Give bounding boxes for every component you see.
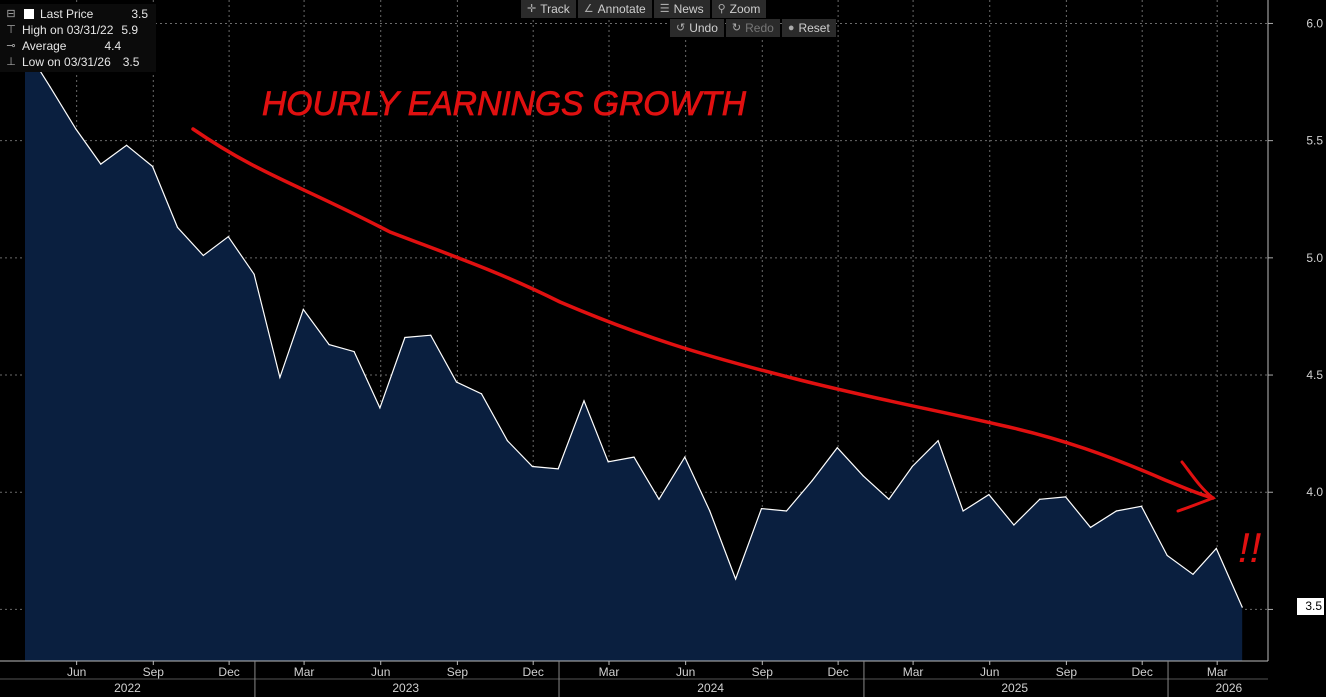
magnifier-icon: ⚲: [717, 3, 726, 15]
undo-button[interactable]: ↺ Undo: [670, 19, 724, 37]
y-axis: 3.5 4.0 4.5 5.0 5.5 6.0: [1268, 16, 1323, 616]
series-line: [24, 46, 1243, 608]
annotation-text: HOURLY EARNINGS GROWTH: [262, 85, 746, 123]
collapse-icon[interactable]: ⊟: [6, 8, 16, 20]
legend-low: ⊥ Low on 03/31/26 3.5: [4, 54, 148, 70]
last-value-badge: 3.5: [1297, 598, 1324, 615]
reset-icon: ●: [787, 22, 795, 34]
legend-last-price[interactable]: ⊟ Last Price 3.5: [4, 6, 148, 22]
y-tick-label: 6.0: [1306, 16, 1323, 30]
reset-button[interactable]: ● Reset: [781, 19, 836, 37]
x-tick-label: Dec: [1132, 665, 1153, 679]
x-tick-label: Jun: [980, 665, 999, 679]
x-tick-label: Jun: [371, 665, 390, 679]
x-tick-label: Sep: [447, 665, 469, 679]
y-tick-label: 4.5: [1306, 368, 1323, 382]
x-year-label: 2026: [1215, 681, 1242, 695]
x-tick-label: Sep: [143, 665, 165, 679]
x-tick-label: Mar: [903, 665, 924, 679]
low-marker-icon: ⊥: [6, 56, 16, 68]
redo-button[interactable]: ↻ Redo: [725, 19, 780, 37]
x-tick-label: Mar: [599, 665, 620, 679]
arrow-head: [1176, 460, 1217, 513]
undo-icon: ↺: [676, 22, 686, 34]
x-year-label: 2025: [1001, 681, 1028, 695]
high-marker-icon: ⊤: [6, 24, 16, 36]
annotate-button[interactable]: ∠ Annotate: [577, 0, 652, 18]
x-year-label: 2024: [697, 681, 724, 695]
news-icon: ☰: [659, 3, 670, 15]
x-tick-label: Dec: [218, 665, 239, 679]
x-tick-label: Dec: [827, 665, 848, 679]
y-tick-label: 4.0: [1306, 485, 1323, 499]
y-tick-label: 5.0: [1306, 251, 1323, 265]
history-toolbar: ↺ Undo ↻ Redo ● Reset: [670, 19, 836, 37]
legend-average: ⊸ Average 4.4: [4, 38, 148, 54]
legend: ⊟ Last Price 3.5 ⊤ High on 03/31/22 5.9 …: [0, 4, 157, 72]
average-marker-icon: ⊸: [6, 40, 16, 52]
redo-icon: ↻: [731, 22, 742, 34]
news-button[interactable]: ☰ News: [653, 0, 710, 18]
y-tick-label: 5.5: [1306, 134, 1323, 148]
trend-arrow: [191, 127, 1215, 500]
crosshair-icon: ✛: [527, 3, 537, 15]
x-year-label: 2023: [392, 681, 419, 695]
pencil-icon: ∠: [583, 3, 594, 15]
series-area: [24, 46, 1243, 661]
x-year-label: 2022: [114, 681, 141, 695]
zoom-button[interactable]: ⚲ Zoom: [711, 0, 767, 18]
x-tick-label: Dec: [523, 665, 544, 679]
x-tick-label: Mar: [294, 665, 315, 679]
x-tick-label: Sep: [752, 665, 774, 679]
chart-toolbar: ✛ Track ∠ Annotate ☰ News ⚲ Zoom: [521, 0, 767, 18]
annotation-exclamations: !!: [1238, 524, 1262, 571]
x-axis: Jun Sep Dec Mar Jun Sep Dec Mar Jun Sep Dec Mar Jun S…: [0, 0, 1269, 697]
x-tick-label: Jun: [676, 665, 695, 679]
legend-high: ⊤ High on 03/31/22 5.9: [4, 22, 148, 38]
series-swatch: [24, 9, 34, 19]
x-tick-label: Jun: [67, 665, 86, 679]
track-button[interactable]: ✛ Track: [521, 0, 576, 18]
hand-annotation: HOURLY EARNINGS GROWTH !!: [191, 85, 1262, 571]
x-tick-label: Sep: [1056, 665, 1078, 679]
x-tick-label: Mar: [1207, 665, 1228, 679]
